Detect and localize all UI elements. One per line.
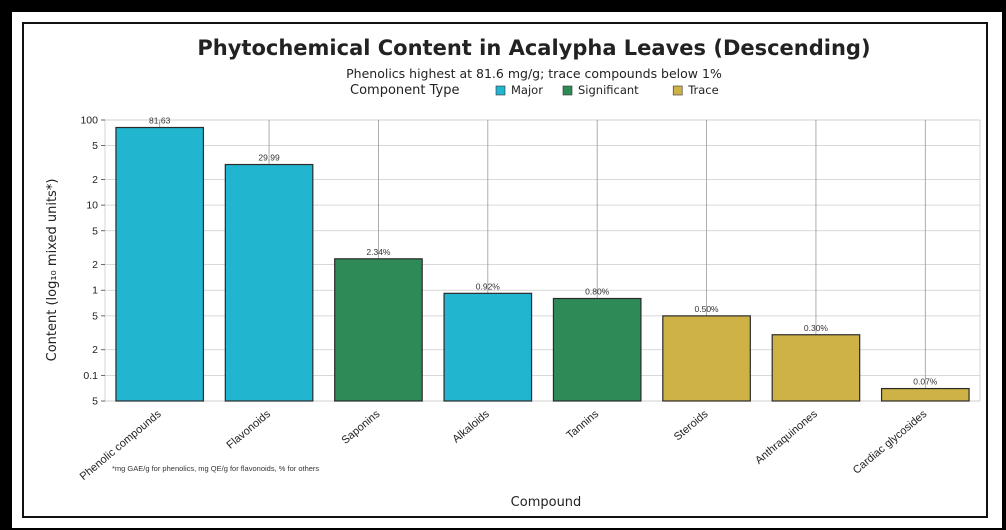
bar-value-label: 2.34% [366, 247, 391, 257]
legend-swatch-significant [562, 85, 573, 96]
y-tick-label: 1 [92, 285, 98, 297]
y-tick-label: 2 [92, 174, 98, 186]
x-tick-label: Flavonoids [225, 408, 274, 452]
chart-frame: Phytochemical Content in Acalypha Leaves… [12, 12, 1002, 528]
bar-value-label: 0.80% [585, 286, 610, 296]
x-tick-label: Anthraquinones [753, 408, 820, 467]
y-axis-title: Content (log₁₀ mixed units*) [45, 179, 60, 362]
y-tick-label: 5 [92, 310, 98, 322]
bar-value-label: 0.92% [476, 281, 501, 291]
bar-value-label: 0.07% [913, 377, 938, 387]
y-tick-label: 5 [92, 396, 98, 408]
y-tick-label: 5 [92, 140, 98, 152]
bars: 81.63 29.99 2.34% 0.92% 0.80% 0.50% 0.30% 0.07% [115, 116, 970, 402]
x-tick-label: Tannins [564, 408, 601, 442]
chart-title: Phytochemical Content in Acalypha Leaves… [197, 36, 870, 60]
bar-value-label: 29.99 [258, 153, 280, 163]
y-tick-label: 2 [92, 344, 98, 356]
bar-cardiac-glycosides [880, 387, 970, 402]
bar-tannins [552, 297, 642, 402]
x-tick-label: Cardiac glycosides [851, 408, 930, 477]
y-tick-label: 100 [80, 115, 98, 127]
legend-label-trace: Trace [687, 83, 719, 97]
bar-value-label: 81.63 [149, 116, 171, 126]
y-tick-label: 0.1 [83, 370, 98, 382]
bar-value-label: 0.30% [804, 323, 829, 333]
bar-value-label: 0.50% [695, 304, 720, 314]
bar-saponins [334, 258, 423, 402]
x-axis-title: Compound [511, 495, 582, 510]
y-axis: 100 5 2 10 5 2 1 5 2 0.1 5 [80, 115, 105, 408]
bar-phenolic-compounds [115, 126, 205, 402]
y-tick-label: 2 [92, 259, 98, 271]
legend: Component Type Major Significant Trace [350, 83, 719, 98]
chart-border [22, 22, 988, 518]
x-tick-label: Saponins [340, 408, 383, 447]
chart-subtitle: Phenolics highest at 81.6 mg/g; trace co… [346, 66, 722, 81]
y-tick-label: 10 [86, 200, 98, 212]
legend-title: Component Type [350, 83, 459, 98]
bar-anthraquinones [771, 334, 861, 402]
legend-label-major: Major [511, 83, 543, 97]
y-tick-label: 5 [92, 225, 98, 237]
x-tick-label: Alkaloids [450, 408, 492, 446]
legend-label-significant: Significant [578, 83, 639, 97]
bar-alkaloids [443, 292, 533, 402]
bar-flavonoids [224, 163, 314, 402]
x-tick-label: Steroids [672, 408, 711, 443]
legend-swatch-major [495, 85, 506, 96]
chart-svg: Phytochemical Content in Acalypha Leaves… [45, 36, 981, 510]
legend-swatch-trace [672, 85, 683, 96]
footnote: *mg GAE/g for phenolics, mg QE/g for fla… [112, 464, 319, 473]
bar-steroids [662, 315, 751, 402]
